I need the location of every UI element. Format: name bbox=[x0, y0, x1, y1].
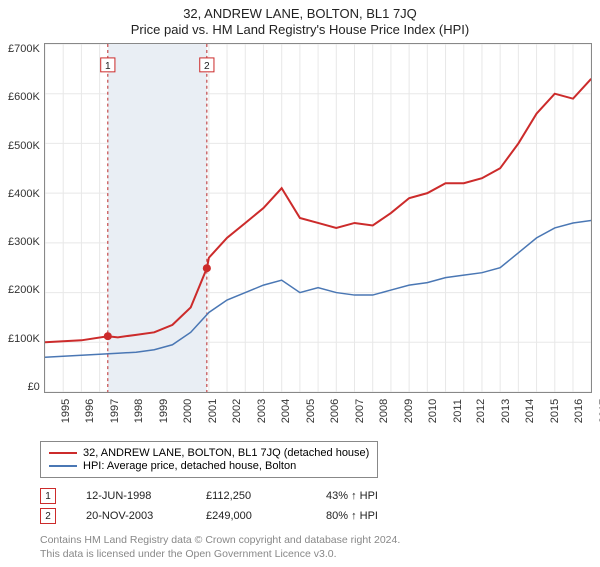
x-axis-label: 2003 bbox=[256, 399, 268, 423]
data-point-price: £112,250 bbox=[206, 490, 296, 502]
data-points-table: 1 12-JUN-1998 £112,250 43% ↑ HPI 2 20-NOV-200… bbox=[40, 488, 592, 524]
x-axis-label: 2010 bbox=[428, 399, 440, 423]
data-point-row: 2 20-NOV-2003 £249,000 80% ↑ HPI bbox=[40, 508, 592, 524]
x-axis-label: 2012 bbox=[476, 399, 488, 423]
x-axis-label: 1998 bbox=[134, 399, 146, 423]
svg-text:1: 1 bbox=[105, 61, 111, 72]
data-point-date: 12-JUN-1998 bbox=[86, 490, 176, 502]
data-point-pct: 80% ↑ HPI bbox=[326, 510, 406, 522]
x-axis-label: 1996 bbox=[85, 399, 97, 423]
x-axis-label: 2000 bbox=[183, 399, 195, 423]
data-point-marker: 1 bbox=[40, 488, 56, 504]
x-axis-label: 1995 bbox=[60, 399, 72, 423]
x-axis-label: 2001 bbox=[207, 399, 219, 423]
legend-box: 32, ANDREW LANE, BOLTON, BL1 7JQ (detach… bbox=[40, 441, 378, 478]
legend-row: HPI: Average price, detached house, Bolt… bbox=[49, 460, 369, 472]
chart-container: 32, ANDREW LANE, BOLTON, BL1 7JQ Price p… bbox=[0, 0, 600, 567]
data-point-marker: 2 bbox=[40, 508, 56, 524]
x-axis-label: 2014 bbox=[525, 399, 537, 423]
x-axis-label: 1997 bbox=[109, 399, 121, 423]
y-axis: £700K £600K £500K £400K £300K £200K £100K £0 bbox=[8, 43, 44, 393]
x-axis-label: 2016 bbox=[574, 399, 586, 423]
legend-label: 32, ANDREW LANE, BOLTON, BL1 7JQ (detach… bbox=[83, 447, 369, 459]
legend-row: 32, ANDREW LANE, BOLTON, BL1 7JQ (detach… bbox=[49, 447, 369, 459]
x-axis-label: 2004 bbox=[281, 399, 293, 423]
x-axis-label: 2013 bbox=[500, 399, 512, 423]
y-axis-label: £200K bbox=[8, 284, 40, 296]
footnote: Contains HM Land Registry data © Crown c… bbox=[40, 534, 592, 561]
x-axis-label: 2008 bbox=[379, 399, 391, 423]
x-axis-label: 2002 bbox=[232, 399, 244, 423]
data-point-row: 1 12-JUN-1998 £112,250 43% ↑ HPI bbox=[40, 488, 592, 504]
data-point-pct: 43% ↑ HPI bbox=[326, 490, 406, 502]
data-point-price: £249,000 bbox=[206, 510, 296, 522]
chart-wrap: £700K£600K£500K£400K£300K£200K£100K£0 12 bbox=[8, 43, 592, 393]
legend-label: HPI: Average price, detached house, Bolt… bbox=[83, 460, 296, 472]
legend-swatch bbox=[49, 452, 77, 454]
y-axis-label: £300K bbox=[8, 236, 40, 248]
x-axis: 1995 1996 1997 1998 1999 2000 2001 2002 2003 2004… bbox=[54, 393, 592, 427]
x-axis-label: 2015 bbox=[549, 399, 561, 423]
y-axis-label: £700K bbox=[8, 43, 40, 55]
x-axis-label: 2005 bbox=[305, 399, 317, 423]
data-point-date: 20-NOV-2003 bbox=[86, 510, 176, 522]
x-axis-label: 2009 bbox=[403, 399, 415, 423]
plot-svg: 12 bbox=[45, 44, 591, 392]
y-axis-label: £100K bbox=[8, 333, 40, 345]
svg-text:2: 2 bbox=[204, 61, 210, 72]
chart-title: 32, ANDREW LANE, BOLTON, BL1 7JQ bbox=[8, 6, 592, 21]
y-axis-label: £0 bbox=[8, 381, 40, 393]
chart-subtitle: Price paid vs. HM Land Registry's House … bbox=[8, 22, 592, 37]
y-axis-label: £400K bbox=[8, 188, 40, 200]
x-axis-label: 1999 bbox=[158, 399, 170, 423]
y-axis-label: £600K bbox=[8, 91, 40, 103]
x-axis-label: 2011 bbox=[452, 399, 464, 423]
legend-swatch bbox=[49, 465, 77, 467]
plot-area: 12 bbox=[44, 43, 592, 393]
footnote-line-1: Contains HM Land Registry data © Crown c… bbox=[40, 534, 400, 546]
y-axis-label: £500K bbox=[8, 140, 40, 152]
footnote-line-2: This data is licensed under the Open Gov… bbox=[40, 548, 337, 560]
x-axis-label: 2006 bbox=[330, 399, 342, 423]
x-axis-label: 2007 bbox=[354, 399, 366, 423]
